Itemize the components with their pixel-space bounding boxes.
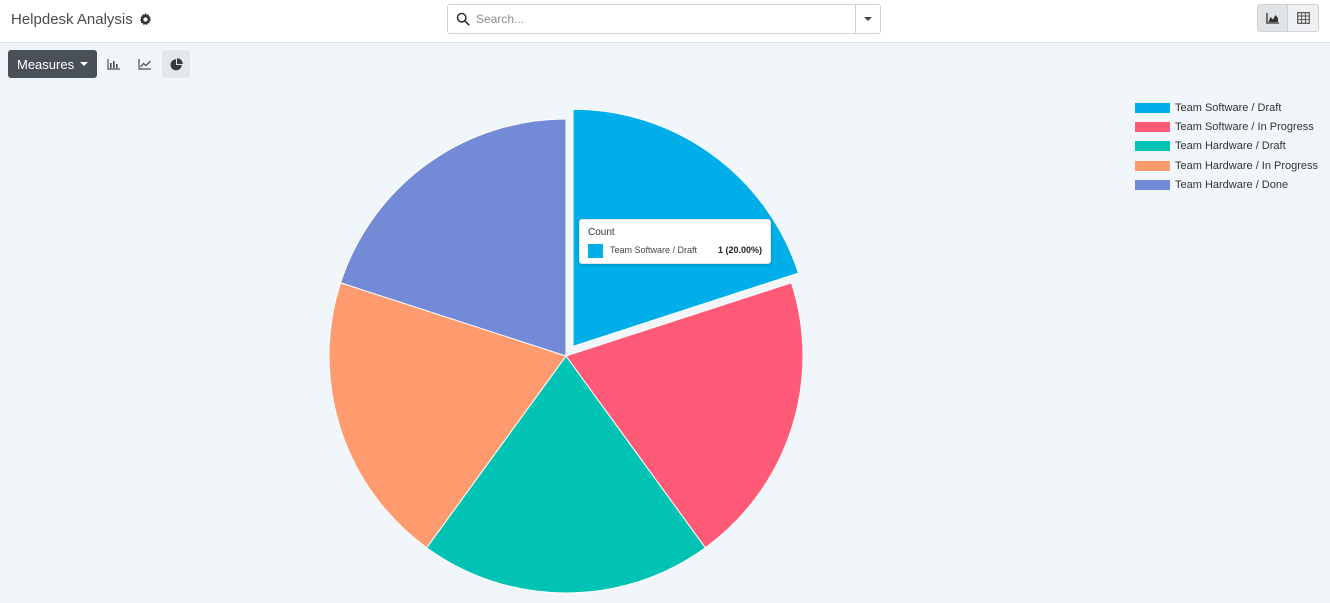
- legend-item[interactable]: Team Hardware / Draft: [1135, 137, 1318, 156]
- tooltip-label: Team Software / Draft: [610, 245, 697, 255]
- legend-item[interactable]: Team Software / Draft: [1135, 98, 1318, 117]
- chart-legend: Team Software / Draft Team Software / In …: [1135, 98, 1318, 194]
- legend-item[interactable]: Team Hardware / In Progress: [1135, 156, 1318, 175]
- legend-label: Team Software / Draft: [1175, 102, 1281, 114]
- legend-swatch: [1135, 103, 1170, 113]
- legend-label: Team Hardware / Done: [1175, 179, 1288, 191]
- chart-tooltip: Count Team Software / Draft 1 (20.00%): [579, 219, 771, 264]
- legend-item[interactable]: Team Hardware / Done: [1135, 175, 1318, 194]
- legend-item[interactable]: Team Software / In Progress: [1135, 117, 1318, 136]
- legend-swatch: [1135, 180, 1170, 190]
- legend-label: Team Hardware / In Progress: [1175, 160, 1318, 172]
- legend-swatch: [1135, 161, 1170, 171]
- tooltip-title: Count: [588, 227, 615, 238]
- tooltip-swatch: [588, 244, 603, 258]
- legend-label: Team Software / In Progress: [1175, 121, 1314, 133]
- legend-swatch: [1135, 141, 1170, 151]
- legend-swatch: [1135, 122, 1170, 132]
- legend-label: Team Hardware / Draft: [1175, 140, 1286, 152]
- tooltip-value: 1 (20.00%): [718, 245, 762, 255]
